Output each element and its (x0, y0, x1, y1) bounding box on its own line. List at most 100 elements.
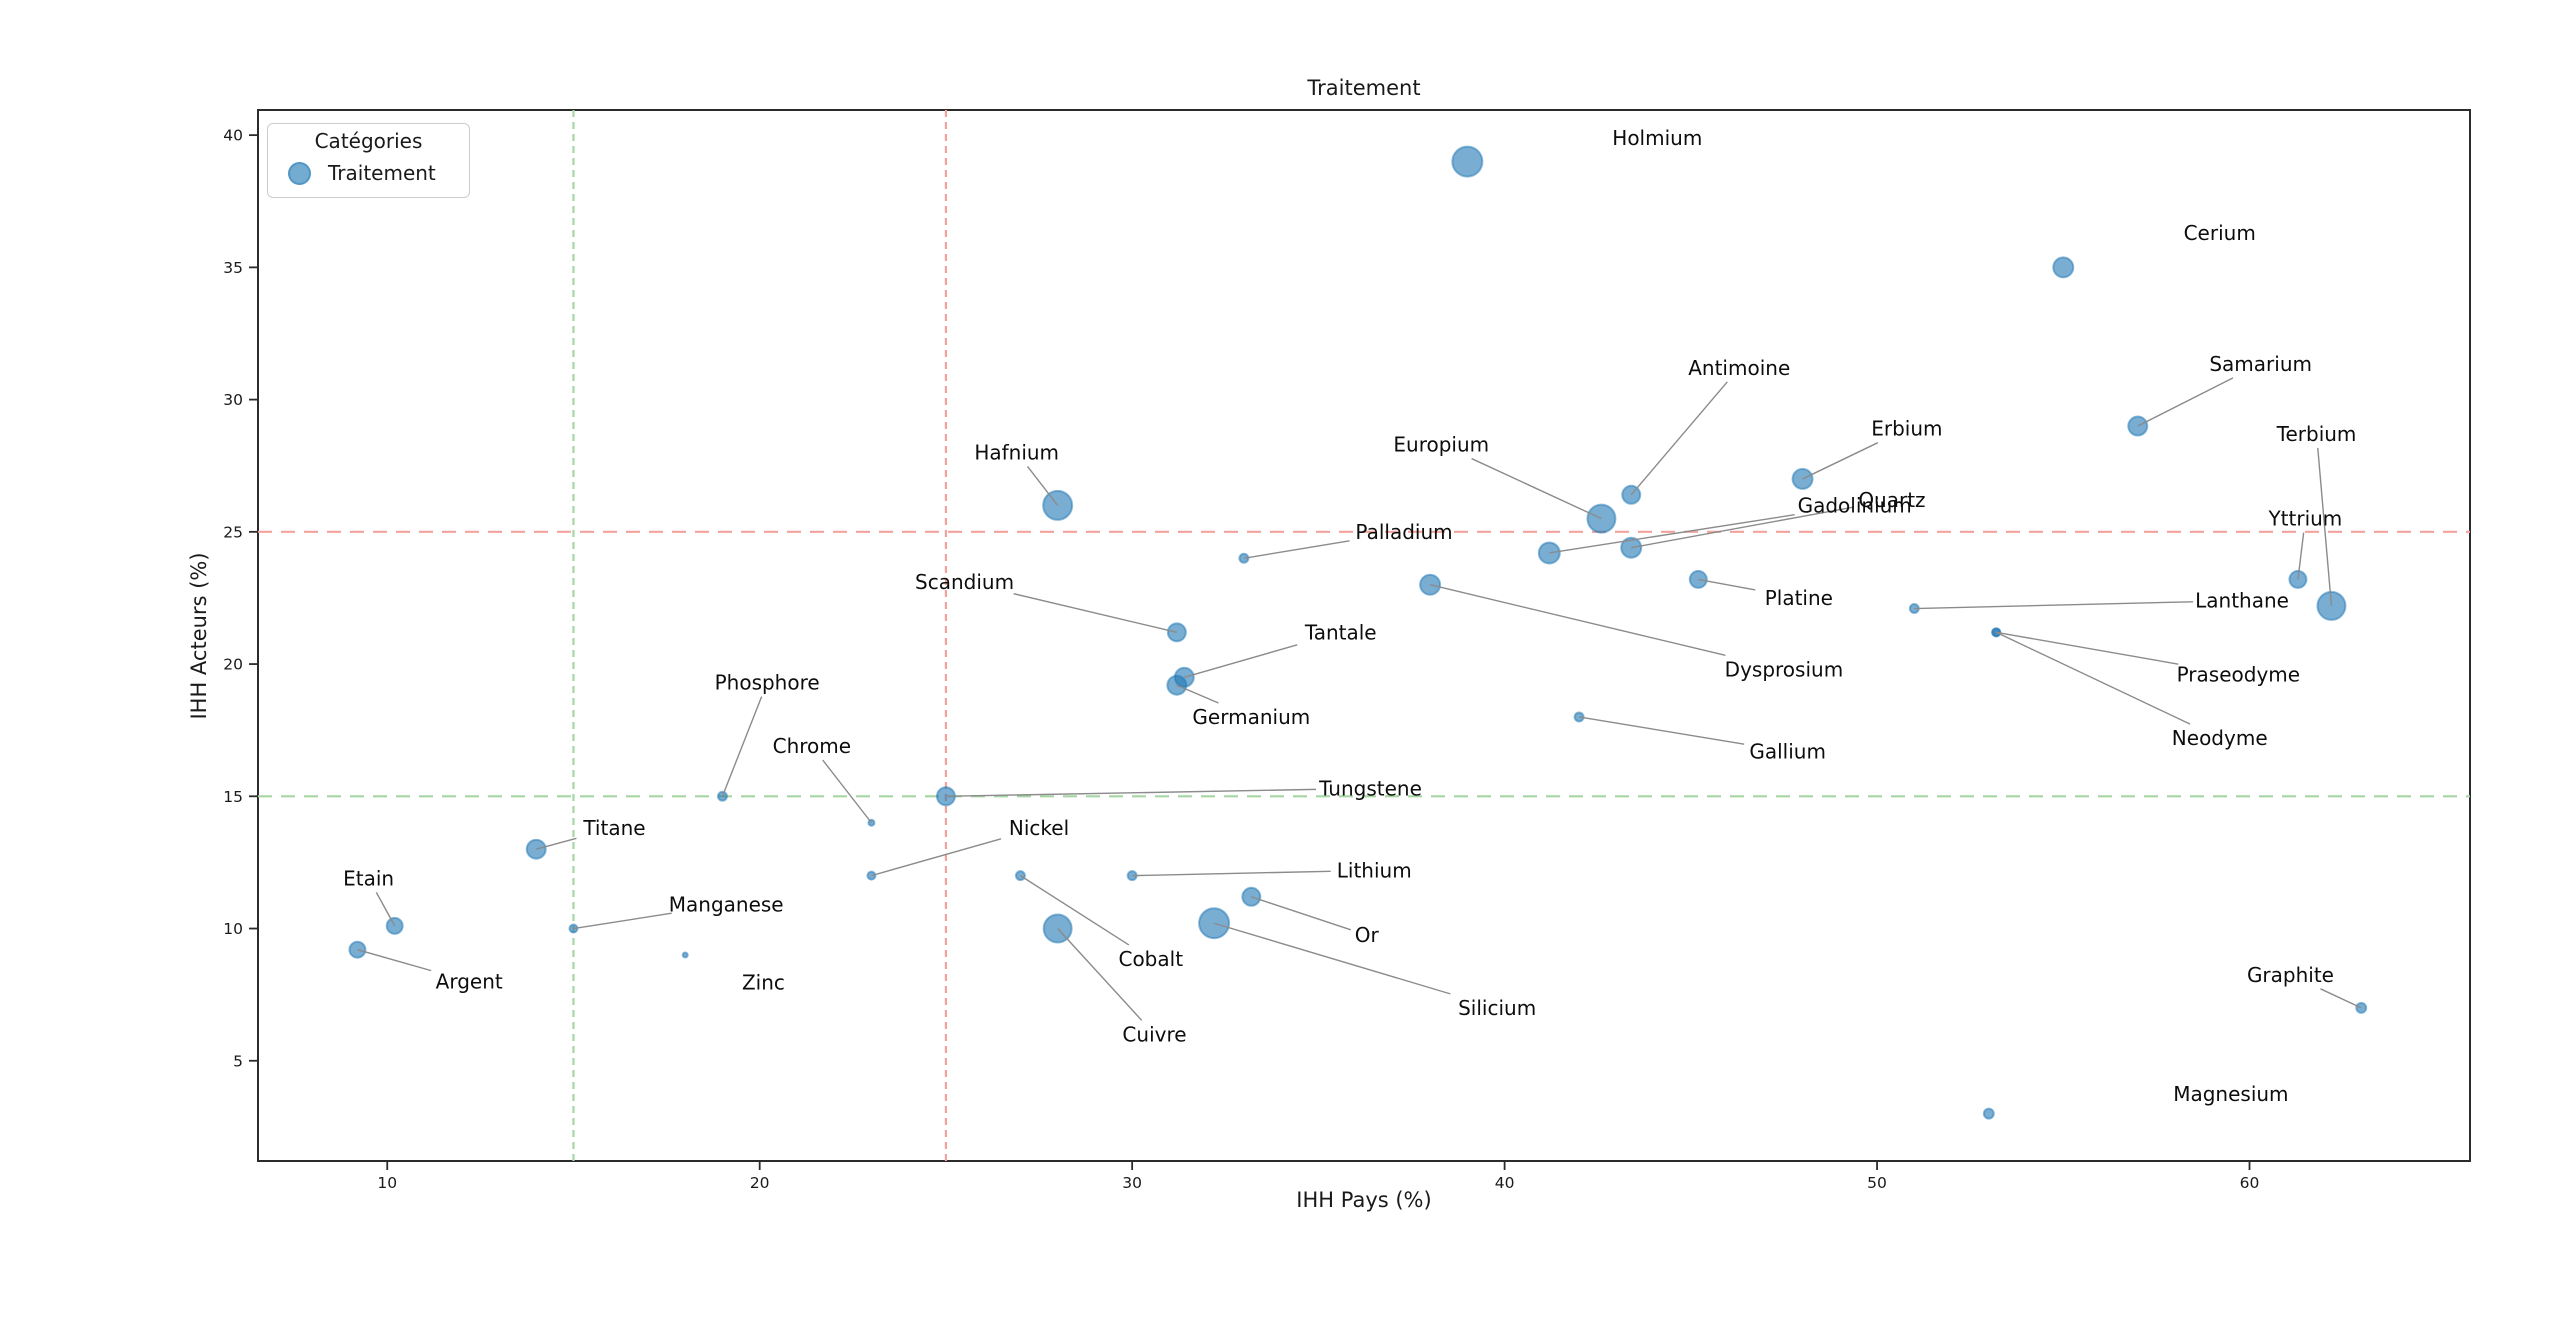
point-label-phosphore: Phosphore (715, 671, 820, 695)
point-label-cobalt: Cobalt (1118, 947, 1183, 971)
point-label-gadolinium: Gadolinium (1798, 493, 1912, 517)
leader-line-etain (375, 891, 396, 927)
leader-line-dysprosium (1429, 584, 1726, 657)
leader-line-or (1251, 896, 1352, 931)
point-label-yttrium: Yttrium (2267, 507, 2342, 531)
leader-line-palladium (1243, 540, 1350, 559)
point-label-magnesium: Magnesium (2173, 1082, 2288, 1106)
reference-lines-group (258, 110, 2470, 1161)
point-label-or: Or (1355, 923, 1380, 947)
leader-line-erbium (1802, 442, 1879, 480)
x-tick-label: 20 (750, 1174, 770, 1192)
y-tick-label: 20 (223, 656, 243, 674)
plot-frame (257, 109, 2471, 1162)
x-tick-label: 40 (1495, 1174, 1515, 1192)
point-label-silicium: Silicium (1458, 996, 1536, 1020)
leader-line-samarium (2137, 377, 2234, 427)
point-label-neodyme: Neodyme (2172, 726, 2268, 750)
leader-line-platine (1698, 578, 1756, 591)
leader-line-yttrium (2297, 532, 2305, 580)
leader-line-antimoine (1630, 381, 1728, 496)
point-label-antimoine: Antimoine (1688, 356, 1790, 380)
legend-box: Catégories Traitement (267, 123, 470, 198)
point-label-lanthane: Lanthane (2195, 589, 2289, 613)
y-tick-label: 40 (223, 127, 243, 145)
point-holmium (1451, 145, 1484, 178)
point-label-germanium: Germanium (1192, 705, 1310, 729)
y-axis-label: IHH Acteurs (%) (187, 552, 211, 719)
leader-line-lithium (1132, 870, 1331, 877)
legend-title: Catégories (314, 129, 423, 153)
legend-item: Traitement (268, 161, 469, 185)
leader-line-graphite (2320, 988, 2362, 1009)
leader-line-chrome (822, 759, 872, 824)
point-label-tungstene: Tungstene (1318, 776, 1422, 800)
point-labels-group: Holmium Cerium Samarium Antimoine Erbium Terb… (343, 126, 2356, 1106)
x-tick-label: 30 (1122, 1174, 1142, 1192)
point-label-quartz: Quartz (1858, 488, 1925, 512)
leader-line-quartz (1631, 506, 1855, 549)
x-tick-label: 10 (377, 1174, 397, 1192)
leader-line-nickel (871, 838, 1002, 877)
leader-line-europium (1471, 457, 1602, 520)
point-label-graphite: Graphite (2247, 963, 2334, 987)
point-label-scandium: Scandium (915, 570, 1014, 594)
y-tick-label: 10 (223, 920, 243, 938)
y-tick-label: 15 (223, 788, 243, 806)
point-label-etain: Etain (343, 866, 394, 890)
point-label-hafnium: Hafnium (974, 440, 1059, 464)
leader-line-silicium (1213, 922, 1451, 995)
leader-line-gadolinium (1549, 514, 1795, 554)
point-label-tantale: Tantale (1304, 620, 1377, 644)
leader-line-tantale (1184, 644, 1298, 678)
leader-line-scandium (1013, 592, 1178, 634)
leader-line-praseodyme (1996, 631, 2179, 665)
point-label-zinc: Zinc (742, 971, 785, 995)
leader-line-neodyme (1995, 631, 2191, 725)
leader-line-phosphore (721, 696, 763, 797)
leader-line-terbium (2317, 447, 2333, 606)
point-label-palladium: Palladium (1355, 520, 1452, 544)
point-label-holmium: Holmium (1612, 126, 1702, 150)
leader-lines-group (357, 377, 2362, 1021)
leader-line-tungstene (945, 788, 1317, 797)
point-label-titane: Titane (582, 816, 645, 840)
x-axis-label: IHH Pays (%) (1296, 1188, 1431, 1212)
point-label-europium: Europium (1393, 433, 1489, 457)
point-zinc (681, 951, 689, 959)
point-label-manganese: Manganese (669, 893, 784, 917)
leader-line-argent (357, 949, 432, 972)
point-cerium (2052, 256, 2075, 279)
point-label-argent: Argent (436, 969, 503, 993)
leader-line-germanium (1176, 684, 1219, 704)
leader-line-cuivre (1057, 928, 1143, 1021)
legend-item-label: Traitement (328, 161, 436, 185)
point-label-chrome: Chrome (773, 734, 851, 758)
point-label-dysprosium: Dysprosium (1725, 657, 1844, 681)
leader-line-manganese (573, 912, 672, 930)
point-label-terbium: Terbium (2276, 422, 2357, 446)
chart-title: Traitement (1307, 76, 1421, 100)
point-label-erbium: Erbium (1871, 417, 1942, 441)
leader-line-lanthane (1914, 601, 2194, 610)
leader-line-hafnium (1026, 466, 1059, 506)
point-label-cerium: Cerium (2184, 221, 2256, 245)
axis-ticks-group: 10 20 30 40 50 60 5 10 15 20 25 30 35 40 (223, 127, 2259, 1192)
point-label-platine: Platine (1765, 586, 1833, 610)
point-label-samarium: Samarium (2209, 352, 2312, 376)
point-label-nickel: Nickel (1009, 816, 1069, 840)
x-tick-label: 60 (2240, 1174, 2260, 1192)
y-tick-label: 30 (223, 391, 243, 409)
x-tick-label: 50 (1867, 1174, 1887, 1192)
point-label-cuivre: Cuivre (1122, 1022, 1186, 1046)
leader-line-titane (536, 837, 577, 850)
point-label-lithium: Lithium (1337, 858, 1412, 882)
point-label-gallium: Gallium (1749, 739, 1826, 763)
leader-line-gallium (1578, 716, 1745, 745)
y-tick-label: 5 (233, 1052, 243, 1070)
legend-marker-icon (288, 161, 311, 185)
leader-line-cobalt (1020, 875, 1130, 946)
point-magnesium (1982, 1107, 1995, 1120)
